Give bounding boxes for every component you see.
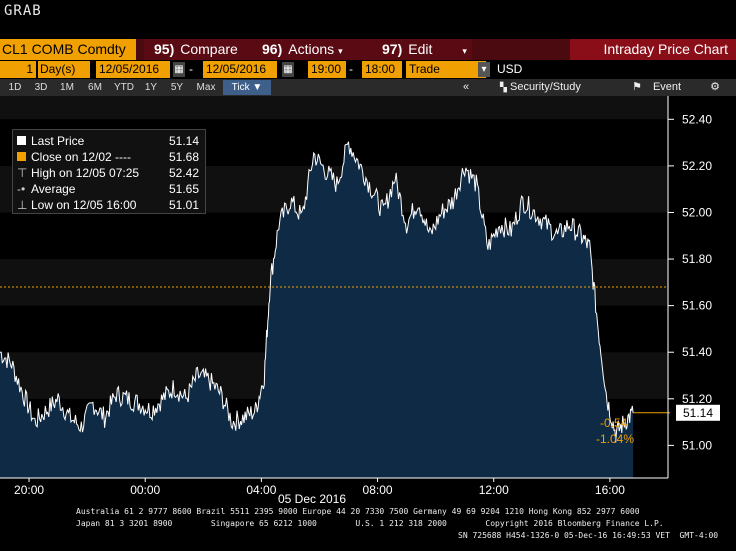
legend-low-label: Low on 12/05 16:00: [31, 198, 137, 212]
average-marker-icon: -•: [17, 182, 26, 196]
field-select[interactable]: Trade: [406, 61, 486, 78]
event-button[interactable]: ⚑ Event: [632, 79, 681, 96]
price-line: [0, 141, 634, 443]
price-area: [0, 141, 634, 478]
end-time-field[interactable]: 18:00: [362, 61, 402, 78]
compare-num: 95): [154, 41, 175, 57]
compare-label: Compare: [180, 41, 238, 57]
y-tick-label: 51.60: [682, 299, 712, 313]
range-button-3d[interactable]: 3D: [34, 82, 48, 93]
event-label: Event: [652, 81, 682, 93]
legend-high[interactable]: ⊤ High on 12/05 07:25 52.42: [17, 166, 203, 181]
legend-last-price[interactable]: Last Price 51.14: [17, 134, 203, 149]
legend-average-value: 51.65: [168, 182, 199, 196]
range-button-5y[interactable]: 5Y: [170, 82, 184, 93]
legend-close[interactable]: Close on 12/02 ---- 51.68: [17, 150, 203, 165]
y-tick-label: 51.00: [682, 438, 712, 452]
last-price-tag-text: 51.14: [683, 406, 713, 420]
legend-last-label: Last Price: [31, 134, 85, 148]
x-axis-date-label: 05 Dec 2016: [278, 492, 346, 505]
actions-menu[interactable]: 96) Actions ▾: [252, 39, 372, 60]
collapse-icon[interactable]: «: [462, 81, 470, 93]
range-button-ytd[interactable]: YTD: [114, 82, 134, 93]
security-study-label: Security/Study: [509, 81, 581, 93]
y-tick-label: 52.00: [682, 205, 712, 219]
chevron-down-icon: ▼: [252, 82, 263, 93]
x-axis: 20:00 00:00 04:00 08:00 12:00 16:00: [0, 477, 668, 497]
date-separator: -: [189, 62, 193, 76]
period-unit-select[interactable]: Day(s): [38, 61, 90, 78]
actions-num: 96): [262, 41, 283, 57]
low-marker-icon: ⊥: [17, 198, 28, 212]
actions-label: Actions: [288, 41, 335, 57]
legend-average-label: Average: [31, 182, 76, 196]
footer-contacts-line1: Australia 61 2 9777 8600 Brazil 5511 239…: [76, 507, 640, 516]
legend-high-value: 52.42: [168, 166, 199, 180]
orange-square-icon: [17, 152, 26, 161]
legend-close-value: 51.68: [168, 150, 199, 164]
footer: Australia 61 2 9777 8600 Brazil 5511 239…: [0, 505, 736, 551]
edit-label: Edit: [408, 41, 433, 57]
flag-icon: ⚑: [632, 81, 642, 93]
time-separator: -: [349, 62, 353, 76]
calendar-icon[interactable]: ▦: [282, 62, 294, 77]
range-button-1m[interactable]: 1M: [60, 82, 74, 93]
x-tick-label: 16:00: [595, 483, 625, 497]
gear-icon[interactable]: ⚙: [710, 81, 720, 93]
y-tick-label: 51.80: [682, 252, 712, 266]
tick-button[interactable]: Tick ▼: [223, 80, 271, 95]
last-price-tag: [676, 404, 720, 421]
y-tick-label: 51.40: [682, 345, 712, 359]
legend-high-label: High on 12/05 07:25: [31, 166, 140, 180]
chevron-down-icon[interactable]: ▾: [478, 62, 490, 77]
y-tick-label: 51.20: [682, 392, 712, 406]
chart-band: [0, 96, 668, 120]
ticker-field[interactable]: CL1 COMB Comdty: [0, 39, 136, 60]
chevron-down-icon: ▾: [338, 46, 343, 56]
legend-close-label: Close on 12/02 ----: [31, 150, 132, 164]
legend-low[interactable]: ⊥ Low on 12/05 16:00 51.01: [17, 198, 203, 213]
range-bar: 1D 3D 1M 6M YTD 1Y 5Y Max Tick ▼ « ▚ Security/S…: [0, 79, 736, 96]
period-count-field[interactable]: 1: [0, 61, 36, 78]
edit-num: 97): [382, 41, 403, 57]
change-annotation: -0.54: [600, 416, 628, 430]
range-button-1d[interactable]: 1D: [8, 82, 22, 93]
toolbar: CL1 COMB Comdty 95) Compare 96) Actions ▾ 9…: [0, 39, 736, 60]
range-button-6m[interactable]: 6M: [88, 82, 102, 93]
range-button-max[interactable]: Max: [196, 82, 216, 93]
y-tick-label: 52.40: [682, 112, 712, 126]
x-tick-label: 20:00: [14, 483, 44, 497]
footer-contacts-line2: Japan 81 3 3201 8900 Singapore 65 6212 1…: [76, 519, 664, 528]
legend-low-value: 51.01: [168, 198, 199, 212]
tick-label: Tick: [231, 82, 250, 93]
calendar-icon[interactable]: ▦: [173, 62, 185, 77]
start-date-field[interactable]: 12/05/2016: [96, 61, 170, 78]
security-study-button[interactable]: ▚ Security/Study: [500, 79, 581, 96]
price-chart: 51.00 51.20 51.40 51.60 51.80 52.00 52.20 52.40…: [0, 96, 736, 505]
change-pct-annotation: -1.04%: [596, 432, 634, 446]
compare-menu[interactable]: 95) Compare: [144, 39, 254, 60]
y-axis: 51.00 51.20 51.40 51.60 51.80 52.00 52.20 52.40: [667, 96, 712, 478]
y-tick-label: 52.20: [682, 159, 712, 173]
chevron-down-icon: ▾: [462, 46, 467, 56]
high-marker-icon: ⊤: [17, 166, 28, 180]
window-title: Intraday Price Chart: [570, 39, 736, 60]
x-tick-label: 12:00: [479, 483, 509, 497]
params-bar: 1 Day(s) 12/05/2016 ▦ - 12/05/2016 ▦ 19:…: [0, 61, 736, 79]
end-date-field[interactable]: 12/05/2016: [203, 61, 277, 78]
grab-label: GRAB: [4, 3, 42, 19]
edit-menu[interactable]: 97) Edit ▾: [372, 39, 472, 60]
range-button-1y[interactable]: 1Y: [144, 82, 158, 93]
currency-label: USD: [497, 62, 523, 76]
x-tick-label: 00:00: [130, 483, 160, 497]
legend-last-value: 51.14: [168, 134, 199, 148]
study-icon: ▚: [500, 82, 507, 92]
x-tick-label: 08:00: [363, 483, 393, 497]
legend-average[interactable]: -• Average 51.65: [17, 182, 203, 197]
start-time-field[interactable]: 19:00: [308, 61, 346, 78]
chart-legend: Last Price 51.14 Close on 12/02 ---- 51.…: [12, 129, 206, 214]
x-tick-label: 04:00: [246, 483, 276, 497]
white-square-icon: [17, 136, 26, 145]
footer-session-line: SN 725688 H454-1326-0 05-Dec-16 16:49:53…: [458, 531, 719, 540]
